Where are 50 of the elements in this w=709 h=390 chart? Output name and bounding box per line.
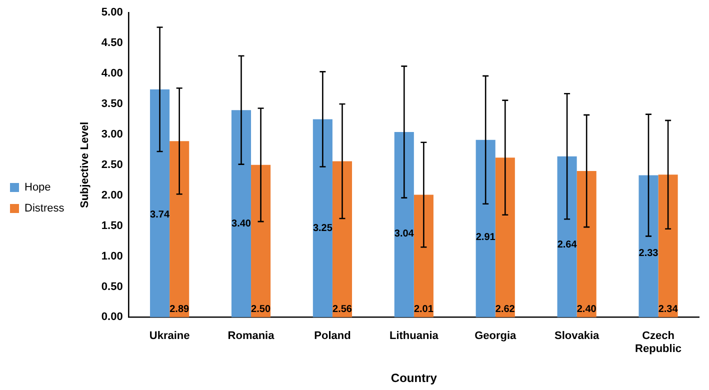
bar bbox=[576, 170, 596, 318]
legend-label: Hope bbox=[24, 182, 51, 194]
x-tick-label: Slovakia bbox=[554, 330, 600, 342]
bar bbox=[414, 194, 434, 318]
x-axis-title: Country bbox=[390, 371, 438, 386]
data-label: 2.01 bbox=[414, 304, 434, 315]
bar bbox=[312, 119, 332, 318]
y-tick-label: 3.50 bbox=[101, 98, 123, 110]
bar bbox=[394, 132, 414, 318]
bar bbox=[251, 164, 271, 318]
x-tick-label: Czech Republic bbox=[635, 330, 682, 356]
data-label: 2.40 bbox=[576, 304, 597, 315]
bar bbox=[638, 175, 658, 318]
data-label: 2.33 bbox=[638, 248, 659, 260]
x-tick-label: Georgia bbox=[474, 330, 518, 342]
bar bbox=[557, 156, 577, 318]
data-label: 2.89 bbox=[170, 304, 190, 315]
x-tick-label: Lithuania bbox=[389, 330, 440, 342]
y-tick-label: 1.00 bbox=[101, 250, 123, 262]
data-label: 2.56 bbox=[332, 304, 352, 315]
y-tick-label: 0.50 bbox=[101, 280, 123, 293]
data-label: 3.40 bbox=[232, 218, 252, 230]
data-label: 2.50 bbox=[251, 304, 271, 315]
bar bbox=[476, 140, 496, 318]
y-tick-label: 2.50 bbox=[101, 158, 123, 171]
y-tick-label: 2.00 bbox=[101, 189, 123, 202]
y-tick-label: 4.00 bbox=[101, 68, 123, 80]
y-tick-label: 4.50 bbox=[101, 37, 123, 50]
data-label: 2.64 bbox=[557, 240, 578, 251]
data-label: 2.34 bbox=[658, 304, 678, 315]
data-label: 3.04 bbox=[394, 228, 414, 240]
x-tick-label: Ukraine bbox=[149, 330, 190, 342]
bar bbox=[658, 174, 678, 318]
data-label: 2.91 bbox=[476, 232, 496, 244]
legend-label: Distress bbox=[24, 202, 65, 215]
data-label: 3.25 bbox=[312, 222, 333, 234]
x-tick-label: Poland bbox=[314, 330, 351, 342]
bar bbox=[150, 89, 170, 318]
y-tick-label: 0.00 bbox=[101, 311, 123, 324]
bar bbox=[495, 158, 515, 318]
y-axis-title: Subjective Level bbox=[78, 122, 91, 208]
bar bbox=[231, 110, 252, 318]
data-label: 3.74 bbox=[150, 209, 170, 220]
bar bbox=[170, 141, 190, 318]
y-tick-label: 5.00 bbox=[101, 6, 123, 19]
x-tick-label: Romania bbox=[228, 330, 276, 342]
data-label: 2.62 bbox=[495, 304, 516, 315]
y-tick-label: 3.00 bbox=[101, 128, 123, 140]
bar bbox=[332, 161, 352, 318]
y-tick-label: 1.50 bbox=[101, 220, 123, 232]
